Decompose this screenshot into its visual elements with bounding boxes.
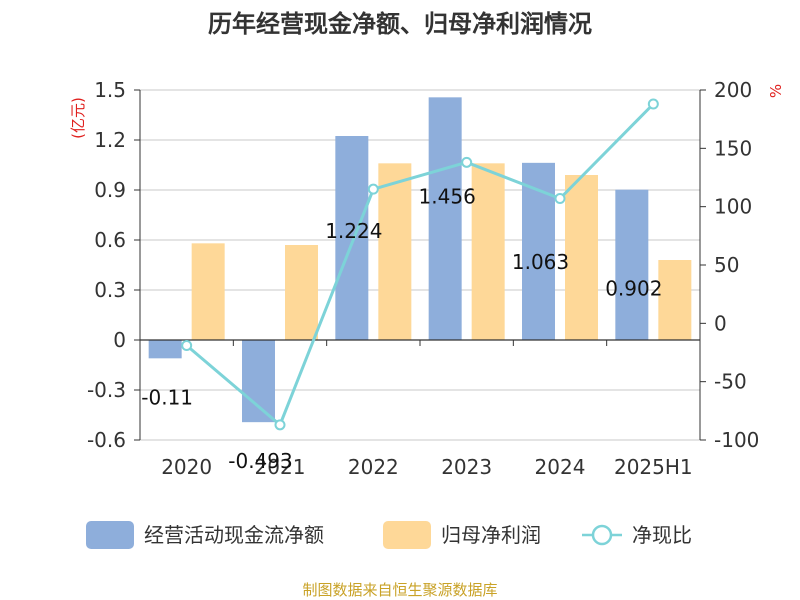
category-label: 2025H1 (614, 455, 693, 479)
grid-layer (140, 89, 700, 441)
data-label: 0.902 (605, 277, 662, 301)
bar (378, 163, 412, 340)
category-label: 2023 (441, 455, 492, 479)
bar (522, 162, 555, 340)
legend: 经营活动现金流净额 归母净利润 净现比 (86, 521, 692, 549)
data-label: -0.493 (228, 449, 292, 473)
bar (428, 97, 462, 340)
bar (615, 189, 649, 340)
axis-layer: -0.6 -0.3 0 0.3 0.6 0.9 1.2 1.5 -100 -50 0 50 100 150… (87, 78, 759, 479)
legend-marker (591, 524, 613, 546)
bar (242, 340, 275, 423)
left-tick-label: 0.9 (94, 178, 126, 202)
ratio-line (185, 102, 655, 428)
data-label: 1.224 (325, 219, 382, 243)
data-label: -0.11 (141, 385, 193, 409)
left-tick-label: -0.3 (87, 378, 126, 402)
label-layer: -0.11 -0.493 1.224 1.456 1.063 0.902 (141, 184, 662, 473)
ratio-point (181, 340, 193, 351)
chart-title: 历年经营现金净额、归母净利润情况 (208, 10, 592, 38)
bar (658, 260, 692, 340)
ratio-point (274, 419, 286, 431)
legend-label: 归母净利润 (441, 523, 541, 547)
line-layer (181, 98, 659, 431)
right-tick-label: -100 (714, 428, 759, 452)
bar (471, 163, 505, 340)
left-axis-unit: (亿元) (69, 97, 87, 139)
ratio-point (461, 156, 473, 168)
bar (285, 245, 318, 340)
bar (565, 175, 598, 340)
left-tick-label: 1.2 (94, 128, 126, 152)
data-label: 1.063 (512, 250, 569, 274)
right-tick-label: 150 (714, 136, 752, 160)
ratio-point (367, 183, 379, 195)
bar (148, 340, 182, 359)
data-label: 1.456 (419, 184, 476, 208)
right-tick-label: 100 (714, 195, 752, 219)
bar (191, 243, 225, 340)
category-label: 2021 (255, 455, 306, 479)
category-label: 2024 (535, 455, 586, 479)
left-tick-label: 0.3 (94, 278, 126, 302)
right-tick-label: 50 (714, 253, 739, 277)
ratio-point (554, 193, 566, 204)
source-note: 制图数据来自恒生聚源数据库 (302, 581, 497, 599)
left-tick-label: 0 (113, 328, 126, 352)
right-tick-label: -50 (714, 370, 747, 394)
right-tick-label: 200 (714, 78, 752, 102)
legend-label: 经营活动现金流净额 (144, 523, 324, 547)
category-label: 2022 (348, 455, 399, 479)
category-label: 2020 (161, 455, 212, 479)
left-tick-label: 1.5 (94, 78, 126, 102)
bar-layer (148, 97, 692, 423)
bar (335, 136, 369, 340)
ratio-point (647, 98, 659, 110)
right-axis-unit: % (767, 84, 785, 98)
legend-label: 净现比 (632, 523, 692, 547)
left-tick-label: 0.6 (94, 228, 126, 252)
legend-swatch (86, 521, 134, 549)
left-tick-label: -0.6 (87, 428, 126, 452)
right-tick-label: 0 (714, 311, 727, 335)
legend-swatch (383, 521, 431, 549)
